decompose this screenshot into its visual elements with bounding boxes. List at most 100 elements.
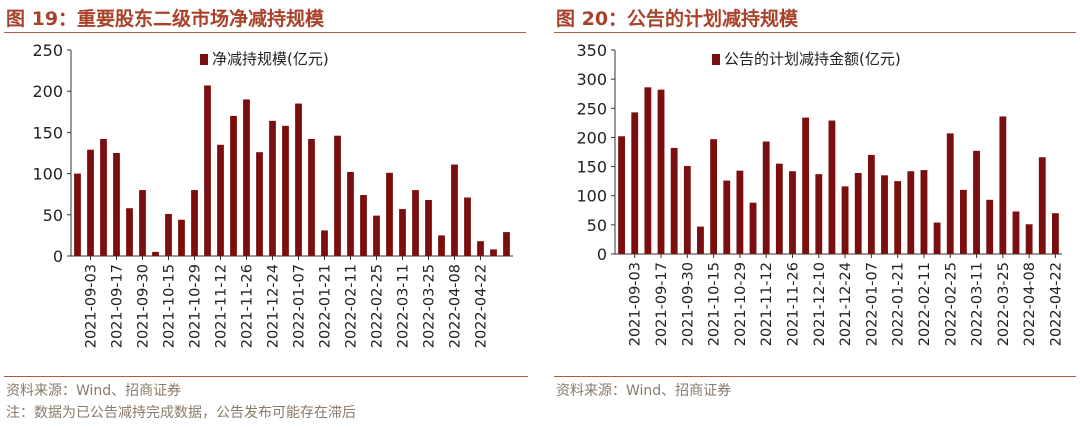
left-x-tick-label: 2022-01-07 xyxy=(292,264,308,348)
left-bar xyxy=(464,197,471,256)
left-bar xyxy=(217,144,224,256)
right-bar xyxy=(959,189,967,254)
right-bar xyxy=(1038,157,1046,254)
left-x-tick-label: 2022-03-11 xyxy=(396,264,412,348)
right-bar xyxy=(894,181,902,254)
right-x-tick-label: 2021-09-17 xyxy=(654,262,670,346)
left-x-tick-label: 2022-02-25 xyxy=(370,264,386,348)
left-x-tick-label: 2022-04-08 xyxy=(448,264,464,348)
left-x-tick-label: 2021-09-17 xyxy=(110,264,126,348)
right-footnote-divider xyxy=(554,376,1076,377)
right-bar xyxy=(1052,213,1059,254)
left-bar xyxy=(243,99,250,256)
right-x-tick-label: 2022-02-11 xyxy=(917,262,933,346)
right-x-tick-label: 2022-04-22 xyxy=(1048,262,1064,346)
right-y-tick-label: 350 xyxy=(576,41,607,60)
right-bar xyxy=(986,199,994,254)
right-bar xyxy=(815,174,823,254)
left-bar xyxy=(178,219,185,256)
left-data-note: 注：数据为已公告减持完成数据，公告发布可能存在滞后 xyxy=(6,405,356,421)
left-x-tick-label: 2021-11-12 xyxy=(214,264,230,348)
right-x-tick-label: 2021-10-29 xyxy=(733,262,749,346)
right-bar xyxy=(644,87,652,254)
right-bar xyxy=(749,202,757,254)
left-y-tick-label: 250 xyxy=(32,41,63,60)
right-x-tick-label: 2021-12-10 xyxy=(812,262,828,346)
right-x-tick-label: 2021-09-03 xyxy=(628,262,644,346)
right-x-tick-label: 2021-11-12 xyxy=(759,262,775,346)
left-bar xyxy=(347,171,354,256)
right-bar xyxy=(697,226,704,254)
left-legend-label: 净减持规模(亿元) xyxy=(212,50,329,68)
right-bar xyxy=(618,136,625,254)
right-bar xyxy=(762,141,770,254)
left-bar xyxy=(204,85,211,256)
left-bar-chart: 0 50 100 150 200 250 2021-09-03 2021-09-17 2021-… xyxy=(32,41,513,348)
left-bar xyxy=(399,209,406,256)
right-title-divider xyxy=(554,32,1076,33)
left-bar xyxy=(360,195,367,256)
right-y-tick-label: 300 xyxy=(576,70,607,89)
left-bar xyxy=(269,120,276,256)
left-x-tick-label: 2022-01-21 xyxy=(318,264,334,348)
right-x-tick-label: 2022-03-25 xyxy=(996,262,1012,346)
left-y-tick-label: 100 xyxy=(32,165,63,184)
right-bar xyxy=(775,163,783,254)
right-y-tick-label: 0 xyxy=(597,245,607,264)
right-y-tick-label: 150 xyxy=(576,158,607,177)
left-bar xyxy=(230,115,237,256)
left-bar xyxy=(100,138,107,256)
left-bar xyxy=(87,149,94,256)
left-y-tick-label: 200 xyxy=(32,82,63,101)
left-bar xyxy=(165,213,172,256)
left-y-tick-label: 50 xyxy=(43,206,63,225)
right-bar xyxy=(973,150,980,254)
right-bar xyxy=(723,180,731,254)
right-bar xyxy=(1012,211,1020,254)
right-y-tick-label: 100 xyxy=(576,187,607,206)
left-x-tick-label: 2021-10-29 xyxy=(188,264,204,348)
right-x-tick-label: 2021-09-30 xyxy=(680,262,696,346)
right-bar xyxy=(933,222,941,254)
right-chart-panel: 图 20：公告的计划减持规模 0 50 100 150 200 250 300 350 2021… xyxy=(550,0,1080,378)
right-bar xyxy=(946,133,954,254)
left-bar xyxy=(321,230,328,256)
right-bar xyxy=(789,171,796,254)
left-bar xyxy=(373,215,380,256)
left-x-tick-label: 2022-03-25 xyxy=(422,264,438,348)
left-chart-title: 图 19：重要股东二级市场净减持规模 xyxy=(6,8,325,30)
right-bar xyxy=(920,170,928,254)
left-footnote-divider xyxy=(4,376,528,377)
right-bar xyxy=(631,112,639,254)
right-bar xyxy=(999,116,1007,255)
left-bar xyxy=(451,164,458,256)
left-x-tick-label: 2022-04-22 xyxy=(474,264,490,348)
right-bar xyxy=(867,154,875,254)
left-x-tick-label: 2021-12-24 xyxy=(266,264,282,348)
left-bar xyxy=(282,125,289,256)
left-bar xyxy=(503,232,510,256)
right-x-tick-label: 2021-11-26 xyxy=(785,262,801,346)
right-x-tick-label: 2022-01-21 xyxy=(891,262,907,346)
left-source-note: 资料来源：Wind、招商证券 xyxy=(6,383,182,399)
left-bar xyxy=(308,138,315,256)
left-bar xyxy=(126,208,133,256)
left-y-tick-label: 150 xyxy=(32,123,63,142)
right-bar xyxy=(828,120,836,254)
right-bar xyxy=(1025,224,1033,254)
left-bar xyxy=(113,153,120,256)
right-legend-swatch xyxy=(712,54,720,65)
right-bar xyxy=(907,171,915,254)
right-bar xyxy=(881,175,888,254)
left-x-tick-label: 2022-02-11 xyxy=(344,264,360,348)
left-title-divider xyxy=(4,32,526,33)
right-source-note: 资料来源：Wind、招商证券 xyxy=(556,383,732,399)
left-bar xyxy=(74,173,81,256)
right-bar xyxy=(670,147,678,254)
left-bar xyxy=(477,241,484,256)
left-bar xyxy=(425,199,432,256)
right-y-tick-label: 50 xyxy=(587,216,607,235)
left-x-tick-label: 2021-09-30 xyxy=(136,264,152,348)
left-legend-swatch xyxy=(200,54,208,65)
right-bar xyxy=(736,170,744,254)
